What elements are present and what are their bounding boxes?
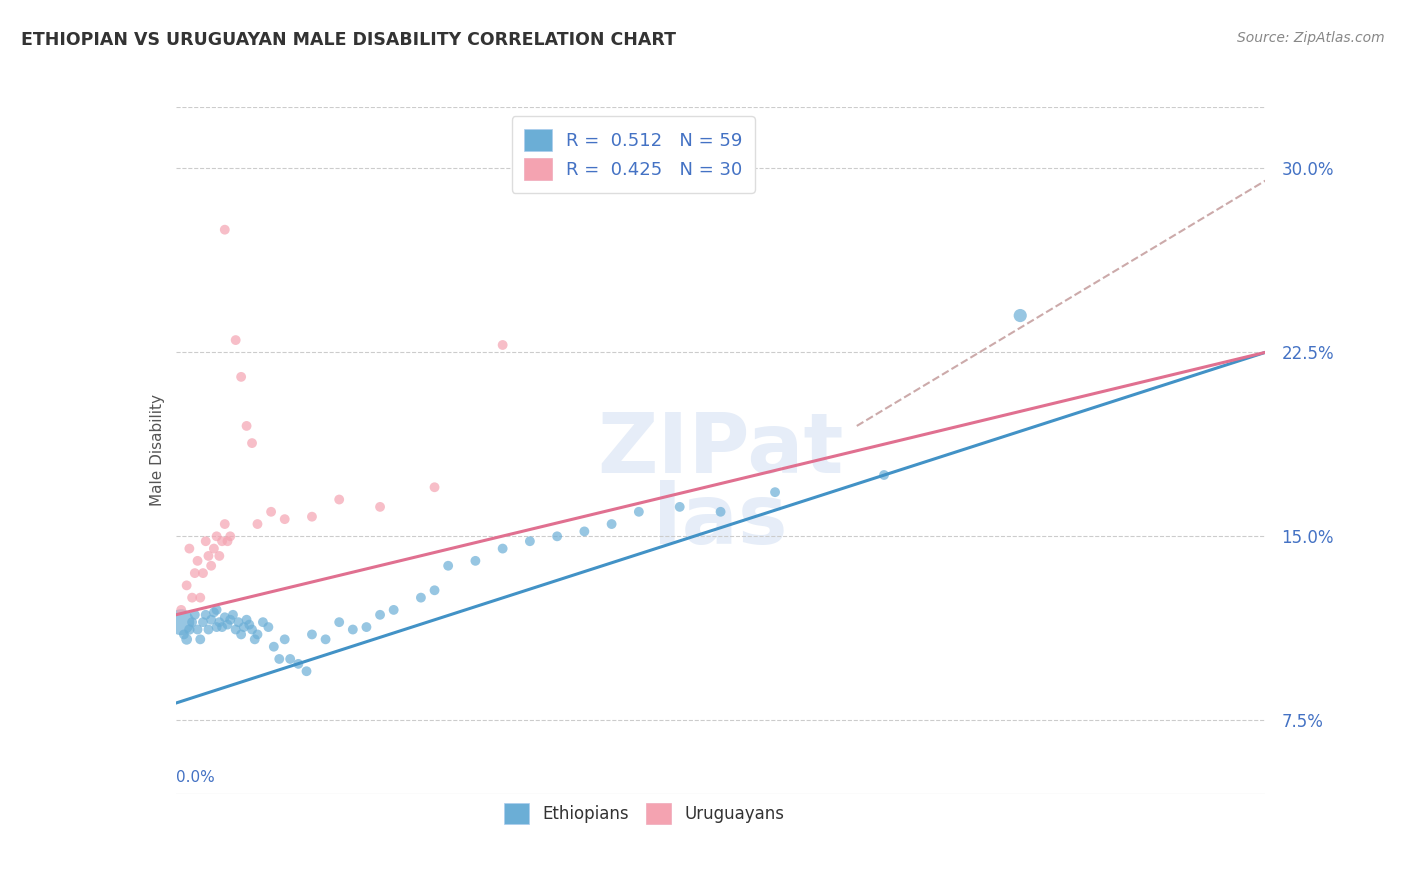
Point [464, 554, 486, 568]
Point [278, 652, 301, 666]
Point [219, 613, 242, 627]
Point [205, 603, 228, 617]
Point [219, 529, 242, 543]
Point [668, 500, 690, 514]
Point [423, 583, 446, 598]
Point [202, 605, 225, 619]
Point [173, 627, 195, 641]
Point [228, 615, 250, 630]
Point [205, 529, 228, 543]
Point [232, 620, 254, 634]
Point [211, 620, 233, 634]
Point [342, 623, 364, 637]
Point [179, 623, 201, 637]
Point [217, 617, 239, 632]
Point [200, 558, 222, 573]
Point [179, 541, 201, 556]
Point [274, 512, 297, 526]
Point [197, 623, 219, 637]
Point [217, 534, 239, 549]
Point [243, 632, 266, 647]
Point [260, 505, 283, 519]
Point [184, 566, 207, 580]
Point [231, 369, 253, 384]
Point [519, 534, 541, 549]
Point [181, 591, 204, 605]
Point [328, 492, 350, 507]
Y-axis label: Male Disability: Male Disability [149, 394, 165, 507]
Point [176, 578, 198, 592]
Point [225, 333, 247, 347]
Point [274, 632, 297, 647]
Point [191, 615, 214, 630]
Point [235, 613, 257, 627]
Point [170, 603, 193, 617]
Point [1010, 309, 1032, 323]
Point [492, 338, 515, 352]
Point [423, 480, 446, 494]
Text: Source: ZipAtlas.com: Source: ZipAtlas.com [1237, 31, 1385, 45]
Point [205, 620, 228, 634]
Point [295, 664, 318, 679]
Point [202, 541, 225, 556]
Point [356, 620, 378, 634]
Text: ZIPat
las: ZIPat las [598, 409, 844, 561]
Point [263, 640, 285, 654]
Point [238, 617, 260, 632]
Point [191, 566, 214, 580]
Legend: Ethiopians, Uruguayans: Ethiopians, Uruguayans [495, 793, 794, 834]
Point [315, 632, 337, 647]
Point [214, 222, 236, 236]
Point [252, 615, 274, 630]
Point [301, 627, 323, 641]
Point [368, 607, 391, 622]
Point [235, 418, 257, 433]
Point [240, 623, 263, 637]
Point [184, 607, 207, 622]
Point [176, 632, 198, 647]
Point [200, 613, 222, 627]
Point [208, 549, 231, 563]
Point [600, 517, 623, 532]
Point [409, 591, 432, 605]
Point [214, 517, 236, 532]
Point [194, 607, 217, 622]
Point [763, 485, 786, 500]
Text: 0.0%: 0.0% [176, 770, 215, 785]
Point [194, 534, 217, 549]
Point [186, 623, 209, 637]
Point [368, 500, 391, 514]
Point [246, 517, 269, 532]
Point [211, 534, 233, 549]
Point [225, 623, 247, 637]
Point [208, 615, 231, 630]
Point [188, 632, 211, 647]
Point [188, 591, 211, 605]
Point [287, 657, 309, 671]
Point [627, 505, 650, 519]
Point [231, 627, 253, 641]
Point [382, 603, 405, 617]
Point [873, 467, 896, 482]
Point [574, 524, 596, 539]
Point [186, 554, 209, 568]
Point [269, 652, 291, 666]
Point [546, 529, 568, 543]
Point [710, 505, 733, 519]
Point [328, 615, 350, 630]
Point [257, 620, 280, 634]
Point [492, 541, 515, 556]
Point [170, 615, 193, 630]
Point [181, 615, 204, 630]
Point [246, 627, 269, 641]
Point [214, 610, 236, 624]
Point [197, 549, 219, 563]
Point [301, 509, 323, 524]
Point [437, 558, 460, 573]
Point [240, 436, 263, 450]
Text: ETHIOPIAN VS URUGUAYAN MALE DISABILITY CORRELATION CHART: ETHIOPIAN VS URUGUAYAN MALE DISABILITY C… [21, 31, 676, 49]
Point [222, 607, 245, 622]
